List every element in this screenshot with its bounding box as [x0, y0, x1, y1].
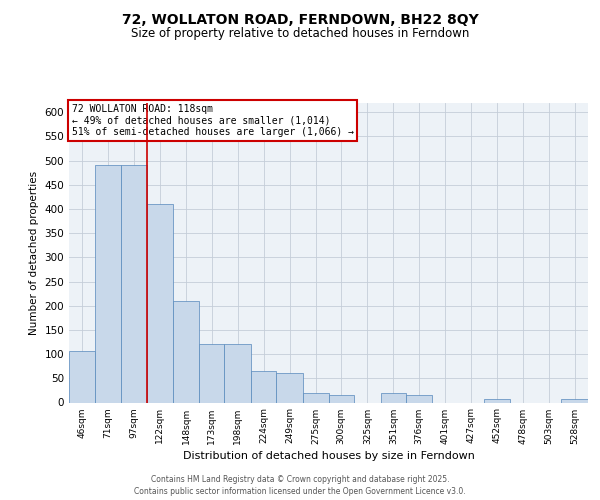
Text: Contains HM Land Registry data © Crown copyright and database right 2025.
Contai: Contains HM Land Registry data © Crown c…: [134, 475, 466, 496]
Bar: [95, 166, 121, 402]
Bar: [121, 166, 146, 402]
Bar: [303, 393, 329, 402]
Text: 72, WOLLATON ROAD, FERNDOWN, BH22 8QY: 72, WOLLATON ROAD, FERNDOWN, BH22 8QY: [122, 12, 478, 26]
Bar: [277, 374, 303, 402]
Bar: [380, 393, 406, 402]
Bar: [484, 399, 511, 402]
Bar: [146, 204, 173, 402]
Bar: [69, 350, 95, 403]
Bar: [329, 395, 354, 402]
Bar: [406, 395, 431, 402]
Bar: [251, 371, 277, 402]
Bar: [173, 301, 199, 402]
Text: Size of property relative to detached houses in Ferndown: Size of property relative to detached ho…: [131, 28, 469, 40]
Bar: [562, 399, 588, 402]
Bar: [224, 344, 251, 403]
Bar: [199, 344, 224, 403]
X-axis label: Distribution of detached houses by size in Ferndown: Distribution of detached houses by size …: [182, 450, 475, 460]
Text: 72 WOLLATON ROAD: 118sqm
← 49% of detached houses are smaller (1,014)
51% of sem: 72 WOLLATON ROAD: 118sqm ← 49% of detach…: [71, 104, 353, 137]
Y-axis label: Number of detached properties: Number of detached properties: [29, 170, 39, 334]
